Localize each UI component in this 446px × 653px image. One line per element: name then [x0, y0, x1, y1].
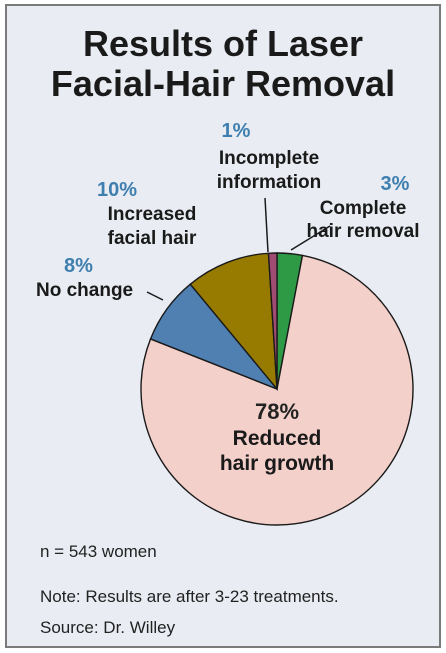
slice-label-3-0: Increased: [108, 204, 197, 225]
source-note: Source: Dr. Willey: [40, 618, 176, 637]
slice-label-4-1: information: [217, 172, 322, 193]
pie-slice-1: [140, 254, 414, 526]
slice-label-0-1: hair removal: [307, 221, 420, 242]
chart-title: Results of Laser Facial-Hair Removal: [0, 24, 446, 104]
pie-slice-3: [189, 252, 278, 392]
slice-label-1-0: Reduced: [233, 427, 322, 450]
pie-slice-4: [267, 252, 278, 390]
leader-line-0: [290, 225, 331, 251]
slice-percent-label-2: 8%: [64, 255, 93, 277]
slice-percent-label-0: 3%: [381, 173, 410, 195]
chart-title-line-1: Results of Laser: [82, 23, 364, 64]
slice-label-4-0: Incomplete: [219, 148, 319, 169]
slice-percent-label-4: 1%: [222, 120, 251, 142]
sample-size-note: n = 543 women: [40, 542, 157, 561]
slice-label-3-1: facial hair: [108, 228, 197, 249]
slice-label-1-1: hair growth: [220, 452, 334, 475]
slice-label-0-0: Complete: [320, 198, 407, 219]
slice-percent-label-1: 78%: [255, 399, 299, 424]
chart-title-line-2: Facial-Hair Removal: [50, 63, 396, 104]
slice-label-2-0: No change: [36, 280, 133, 301]
leader-line-2: [146, 291, 164, 301]
slice-percent-label-3: 10%: [97, 179, 137, 201]
treatment-note: Note: Results are after 3-23 treatments.: [40, 587, 339, 606]
leader-line-4: [264, 197, 269, 253]
